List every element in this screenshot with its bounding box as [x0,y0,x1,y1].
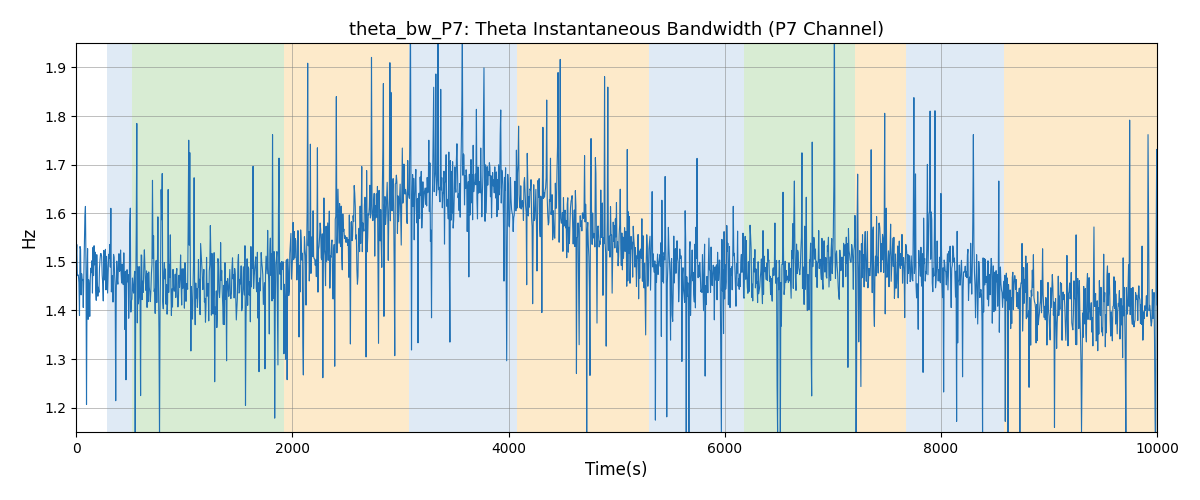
Bar [132,43,283,432]
Title: theta_bw_P7: Theta Instantaneous Bandwidth (P7 Channel): theta_bw_P7: Theta Instantaneous Bandwid… [349,21,884,39]
Bar [906,43,1003,432]
Bar [854,43,906,432]
Y-axis label: Hz: Hz [20,227,38,248]
Bar [283,43,409,432]
Bar [744,43,854,432]
Bar [409,43,517,432]
Bar [1003,43,1157,432]
Bar [649,43,744,432]
Bar [107,43,132,432]
Bar [517,43,649,432]
X-axis label: Time(s): Time(s) [586,461,648,479]
